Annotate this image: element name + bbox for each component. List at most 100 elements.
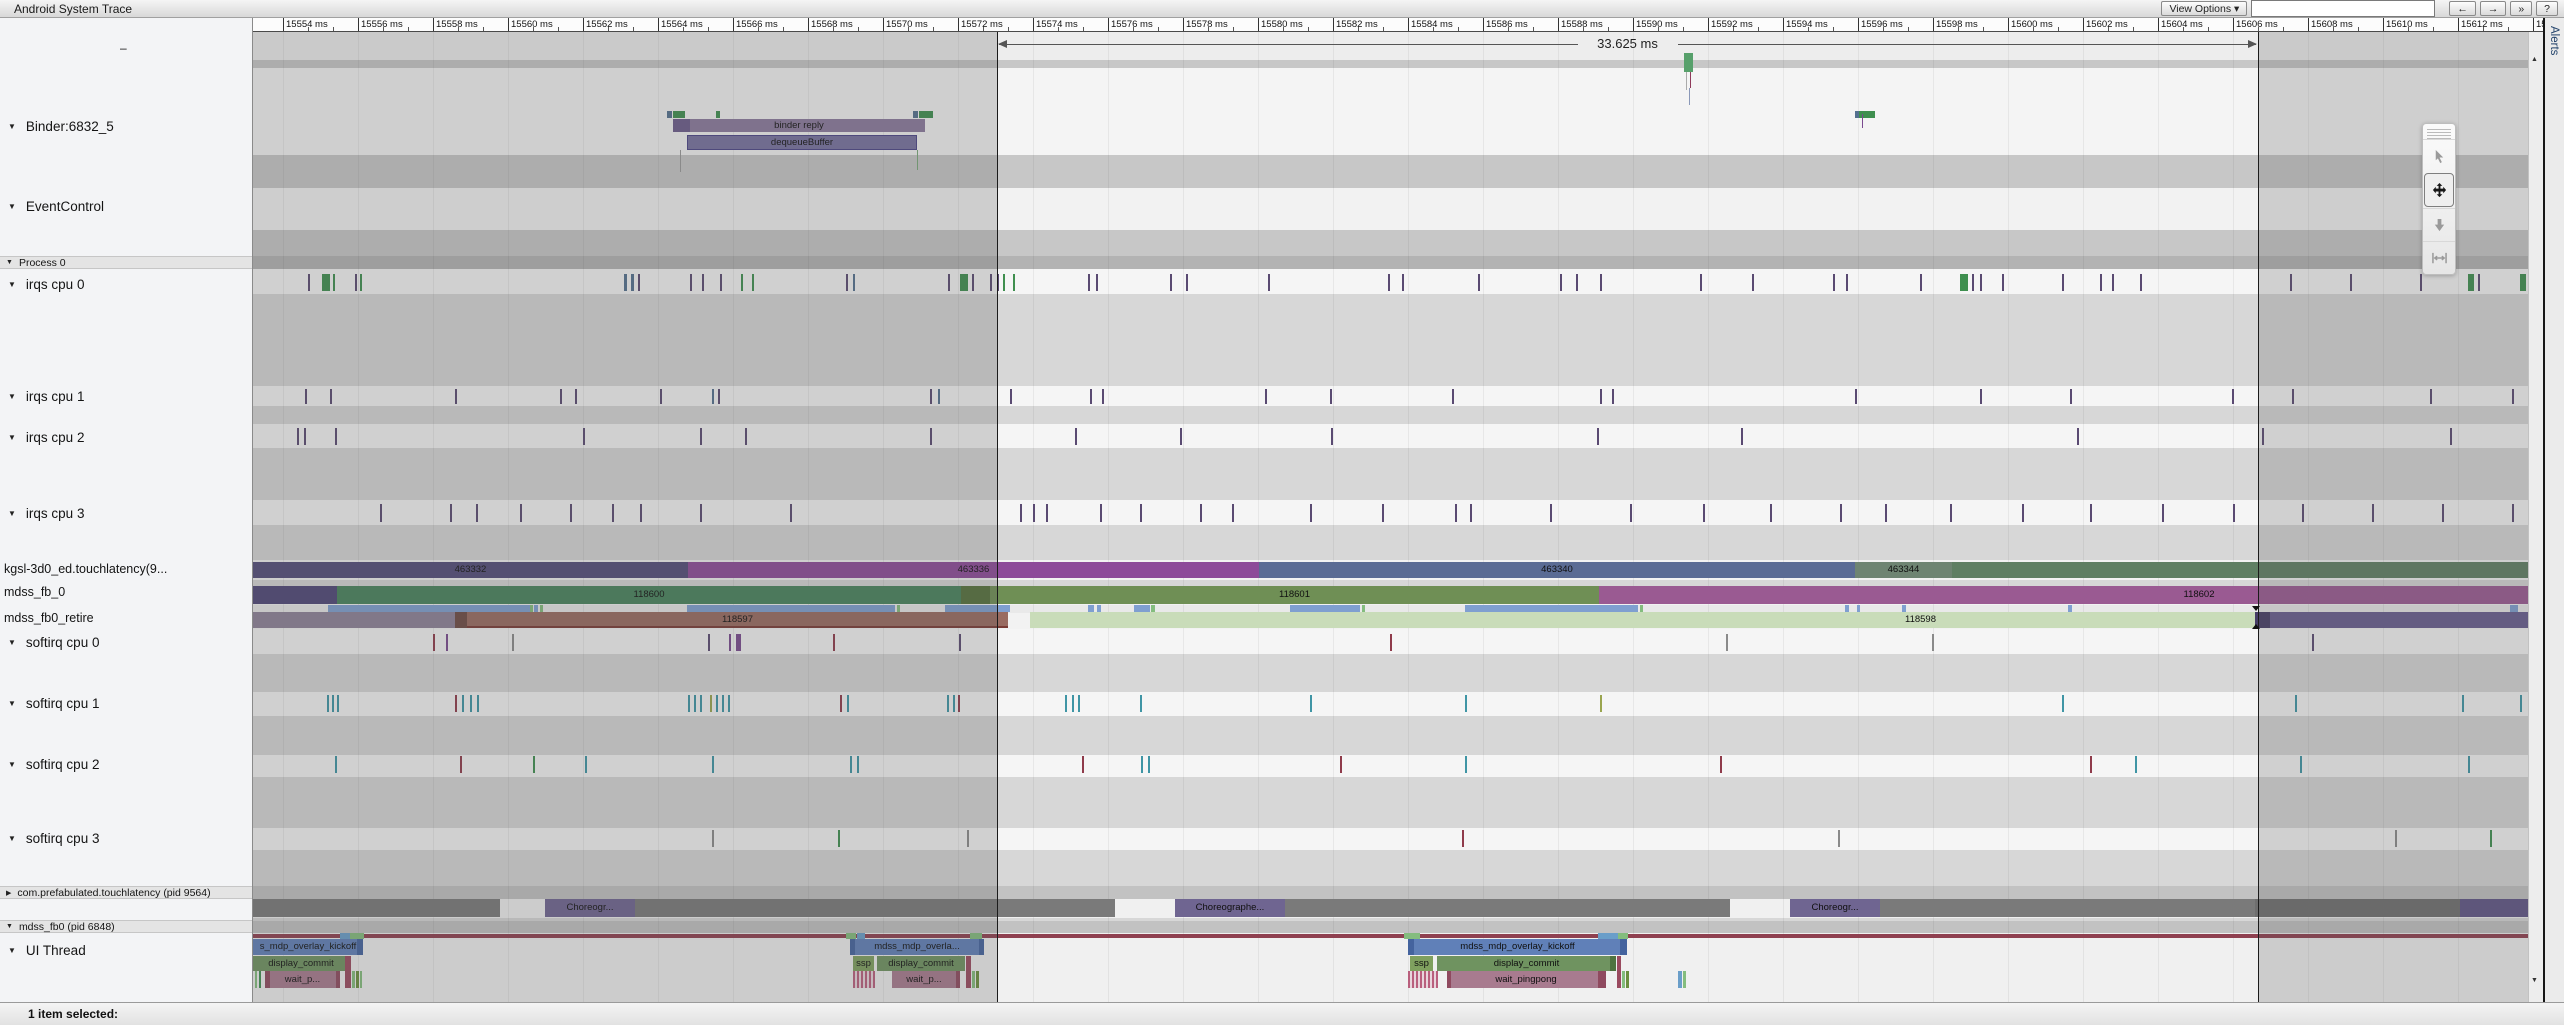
event-tick[interactable]	[2135, 756, 2137, 773]
event-tick[interactable]	[2090, 756, 2092, 773]
event-tick[interactable]	[2420, 274, 2422, 291]
event-tick[interactable]	[297, 428, 299, 445]
event-tick[interactable]	[1726, 634, 1728, 651]
trace-slice[interactable]: Choreogr...	[1790, 899, 1880, 917]
event-tick[interactable]	[2112, 274, 2114, 291]
event-tick[interactable]	[2450, 428, 2452, 445]
trace-slice[interactable]: wait_p...	[265, 971, 340, 988]
event-tick[interactable]	[838, 830, 840, 847]
event-tick[interactable]	[1268, 274, 1270, 291]
event-tick[interactable]	[2312, 634, 2314, 651]
event-tick[interactable]	[1576, 274, 1578, 291]
event-tick[interactable]	[694, 695, 696, 712]
event-tick[interactable]	[2300, 756, 2302, 773]
event-tick[interactable]	[2372, 504, 2374, 522]
event-tick[interactable]	[1046, 504, 1048, 522]
event-tick[interactable]	[1033, 504, 1035, 522]
event-tick[interactable]	[1003, 274, 1005, 291]
expanded-arrow-icon[interactable]: ▼	[8, 432, 16, 442]
event-tick[interactable]	[1980, 274, 1982, 291]
event-tick[interactable]	[1703, 504, 1705, 522]
event-tick[interactable]	[960, 274, 968, 291]
event-tick[interactable]	[938, 389, 940, 404]
event-tick[interactable]	[1838, 830, 1840, 847]
trace-slice[interactable]	[961, 586, 990, 604]
trace-slice[interactable]: display_commit	[877, 956, 965, 971]
event-tick[interactable]	[2490, 830, 2492, 847]
event-tick[interactable]	[533, 756, 535, 773]
trace-slice[interactable]	[635, 899, 1115, 917]
event-tick[interactable]	[1560, 274, 1562, 291]
event-tick[interactable]	[1840, 504, 1842, 522]
event-tick[interactable]	[2350, 274, 2352, 291]
collapsed-arrow-icon[interactable]: ▶	[6, 889, 12, 897]
event-tick[interactable]	[913, 111, 918, 118]
trace-slice[interactable]: mdss_mdp_overla...	[850, 939, 984, 955]
event-tick[interactable]	[332, 695, 334, 712]
sidebar-track-binder-6832-5[interactable]: ▼ Binder:6832_5	[0, 116, 252, 136]
event-tick[interactable]	[2022, 504, 2024, 522]
help-button[interactable]: ?	[2536, 1, 2558, 16]
event-tick[interactable]	[1090, 389, 1092, 404]
event-tick[interactable]	[728, 695, 730, 712]
expanded-arrow-icon[interactable]: ▼	[8, 759, 16, 769]
event-tick[interactable]	[355, 274, 357, 291]
event-tick[interactable]	[570, 504, 572, 522]
event-tick[interactable]	[1960, 274, 1968, 291]
event-tick[interactable]	[853, 274, 855, 291]
sidebar-track-com-prefabulated-touchlatency-pid-9564-[interactable]: ▶ com.prefabulated.touchlatency (pid 9564…	[0, 886, 252, 899]
trace-slice[interactable]: wait_p...	[892, 971, 956, 988]
selection-tool-button[interactable]	[2423, 139, 2455, 172]
event-tick[interactable]	[660, 389, 662, 404]
event-tick[interactable]	[1180, 428, 1182, 445]
event-tick[interactable]	[833, 634, 835, 651]
trace-slice[interactable]: 463340	[1259, 562, 1855, 578]
sidebar-track-softirq-cpu-0[interactable]: ▼ softirq cpu 0	[0, 632, 252, 652]
event-tick[interactable]	[948, 274, 950, 291]
event-tick[interactable]	[2292, 389, 2294, 404]
event-tick[interactable]	[1072, 695, 1074, 712]
event-tick[interactable]	[958, 695, 960, 712]
event-tick[interactable]	[477, 695, 479, 712]
event-tick[interactable]	[840, 695, 842, 712]
event-tick[interactable]	[308, 274, 310, 291]
event-tick[interactable]	[380, 504, 382, 522]
event-tick[interactable]	[2062, 274, 2064, 291]
trace-slice[interactable]	[2270, 612, 2543, 628]
event-tick[interactable]	[322, 274, 330, 291]
trace-slice[interactable]	[455, 612, 467, 628]
event-tick[interactable]	[455, 695, 457, 712]
event-tick[interactable]	[2468, 756, 2470, 773]
trace-slice[interactable]	[1880, 899, 2255, 917]
event-tick[interactable]	[2232, 389, 2234, 404]
event-tick[interactable]	[1082, 756, 1084, 773]
expanded-arrow-icon[interactable]: ▼	[8, 945, 16, 955]
trace-slice[interactable]	[1599, 586, 1855, 604]
event-tick[interactable]	[1859, 111, 1875, 118]
event-tick[interactable]	[1470, 504, 1472, 522]
event-tick[interactable]	[741, 274, 743, 291]
event-tick[interactable]	[2468, 274, 2474, 291]
event-tick[interactable]	[690, 274, 692, 291]
event-tick[interactable]	[1600, 274, 1602, 291]
trace-slice[interactable]: Choreographe...	[1175, 899, 1285, 917]
event-tick[interactable]	[688, 695, 690, 712]
event-tick[interactable]	[700, 695, 702, 712]
expanded-arrow-icon[interactable]: ▼	[8, 201, 16, 211]
event-tick[interactable]	[1382, 504, 1384, 522]
event-tick[interactable]	[455, 389, 457, 404]
event-tick[interactable]	[1102, 389, 1104, 404]
event-tick[interactable]	[2442, 504, 2444, 522]
event-tick[interactable]	[1232, 504, 1234, 522]
event-tick[interactable]	[745, 428, 747, 445]
event-tick[interactable]	[327, 695, 329, 712]
sidebar-track-mdss-fb0-retire[interactable]: mdss_fb0_retire	[0, 610, 252, 626]
event-tick[interactable]	[512, 634, 514, 651]
event-tick[interactable]	[1402, 274, 1404, 291]
trace-slice[interactable]	[1285, 899, 1730, 917]
event-tick[interactable]	[1550, 504, 1552, 522]
trace-slice[interactable]: mdss_mdp_overlay_kickoff	[1408, 939, 1627, 955]
event-tick[interactable]	[710, 695, 712, 712]
trace-slice[interactable]: 463336	[688, 562, 1259, 578]
event-tick[interactable]	[947, 695, 949, 712]
